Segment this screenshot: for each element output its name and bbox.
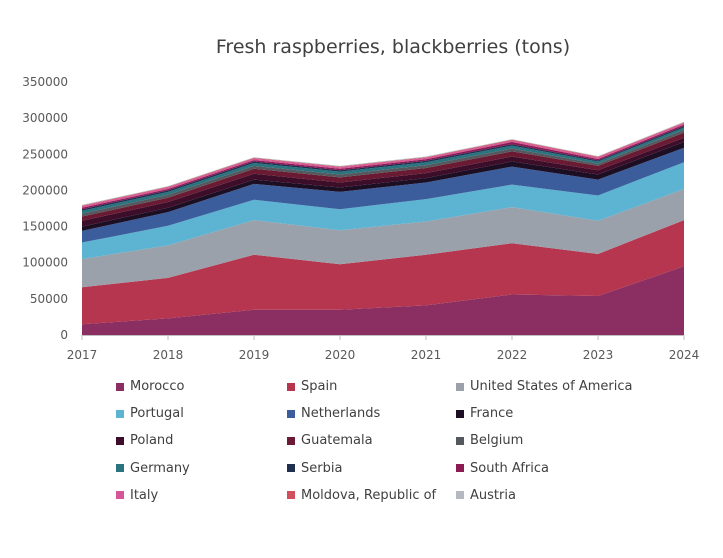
legend-label: Moldova, Republic of xyxy=(301,487,437,503)
area-series-5 xyxy=(82,142,684,231)
legend-label: Italy xyxy=(130,487,159,503)
legend-label: Belgium xyxy=(470,433,524,449)
legend-item: Germany xyxy=(116,461,190,476)
legend-label: Morocco xyxy=(130,379,185,394)
x-tick-label: 2023 xyxy=(583,348,614,362)
x-tick-label: 2017 xyxy=(67,348,98,362)
legend-swatch xyxy=(287,491,295,500)
legend-swatch xyxy=(116,491,124,500)
legend-swatch xyxy=(456,464,464,473)
legend-label: Netherlands xyxy=(301,406,381,422)
legend-item: Serbia xyxy=(287,461,342,476)
area-series-3 xyxy=(82,162,684,260)
area-series-1 xyxy=(82,220,684,325)
legend-label: Guatemala xyxy=(301,433,373,449)
legend-swatch xyxy=(116,382,124,391)
chart-title: Fresh raspberries, blackberries (tons) xyxy=(215,36,571,58)
y-tick-label: 100000 xyxy=(22,256,68,270)
x-tick-label: 2024 xyxy=(669,348,700,362)
legend-swatch xyxy=(116,436,124,445)
y-tick-label: 200000 xyxy=(22,183,68,197)
y-tick-label: 150000 xyxy=(22,220,68,234)
legend-swatch xyxy=(116,464,124,473)
area-series-7 xyxy=(82,132,684,221)
legend-swatch xyxy=(287,382,295,391)
legend-swatch xyxy=(287,409,295,418)
legend-swatch xyxy=(456,382,464,391)
y-tick-label: 250000 xyxy=(22,147,68,161)
legend-item: Italy xyxy=(116,488,158,503)
legend-label: Austria xyxy=(470,487,516,503)
area-series-0 xyxy=(82,266,684,335)
x-tick-label: 2021 xyxy=(411,348,442,362)
x-tick-label: 2022 xyxy=(497,348,528,362)
legend-item: Moldova, Republic of xyxy=(287,488,436,503)
x-tick-label: 2018 xyxy=(153,348,184,362)
x-tick-label: 2019 xyxy=(239,348,270,362)
legend-item: United States of America xyxy=(456,379,632,394)
legend-item: Belgium xyxy=(456,433,523,448)
legend-label: Portugal xyxy=(130,406,184,422)
legend-item: France xyxy=(456,406,513,421)
legend-label: Germany xyxy=(130,460,190,476)
legend-item: Guatemala xyxy=(287,433,373,448)
y-tick-label: 300000 xyxy=(22,111,68,125)
legend-label: South Africa xyxy=(470,460,549,476)
legend-label: Serbia xyxy=(301,460,343,476)
legend-item: Portugal xyxy=(116,406,184,421)
legend-item: Spain xyxy=(287,379,337,394)
legend-item: South Africa xyxy=(456,461,549,476)
legend-item: Netherlands xyxy=(287,406,380,421)
y-tick-label: 0 xyxy=(60,328,68,342)
area-series-2 xyxy=(82,189,684,288)
legend-item: Morocco xyxy=(116,379,184,394)
legend-swatch xyxy=(456,436,464,445)
y-tick-label: 350000 xyxy=(22,75,68,89)
legend-swatch xyxy=(456,409,464,418)
legend-label: France xyxy=(470,406,514,422)
x-tick-label: 2020 xyxy=(325,348,356,362)
area-series-4 xyxy=(82,147,684,243)
legend-item: Poland xyxy=(116,433,173,448)
legend-swatch xyxy=(287,464,295,473)
legend-swatch xyxy=(116,409,124,418)
legend-item: Austria xyxy=(456,488,516,503)
area-series-6 xyxy=(82,137,684,227)
legend-swatch xyxy=(287,436,295,445)
y-tick-label: 50000 xyxy=(30,292,68,306)
legend-label: Spain xyxy=(301,379,338,394)
legend-swatch xyxy=(456,491,464,500)
legend-label: Poland xyxy=(130,433,174,449)
legend-label: United States of America xyxy=(470,379,633,394)
